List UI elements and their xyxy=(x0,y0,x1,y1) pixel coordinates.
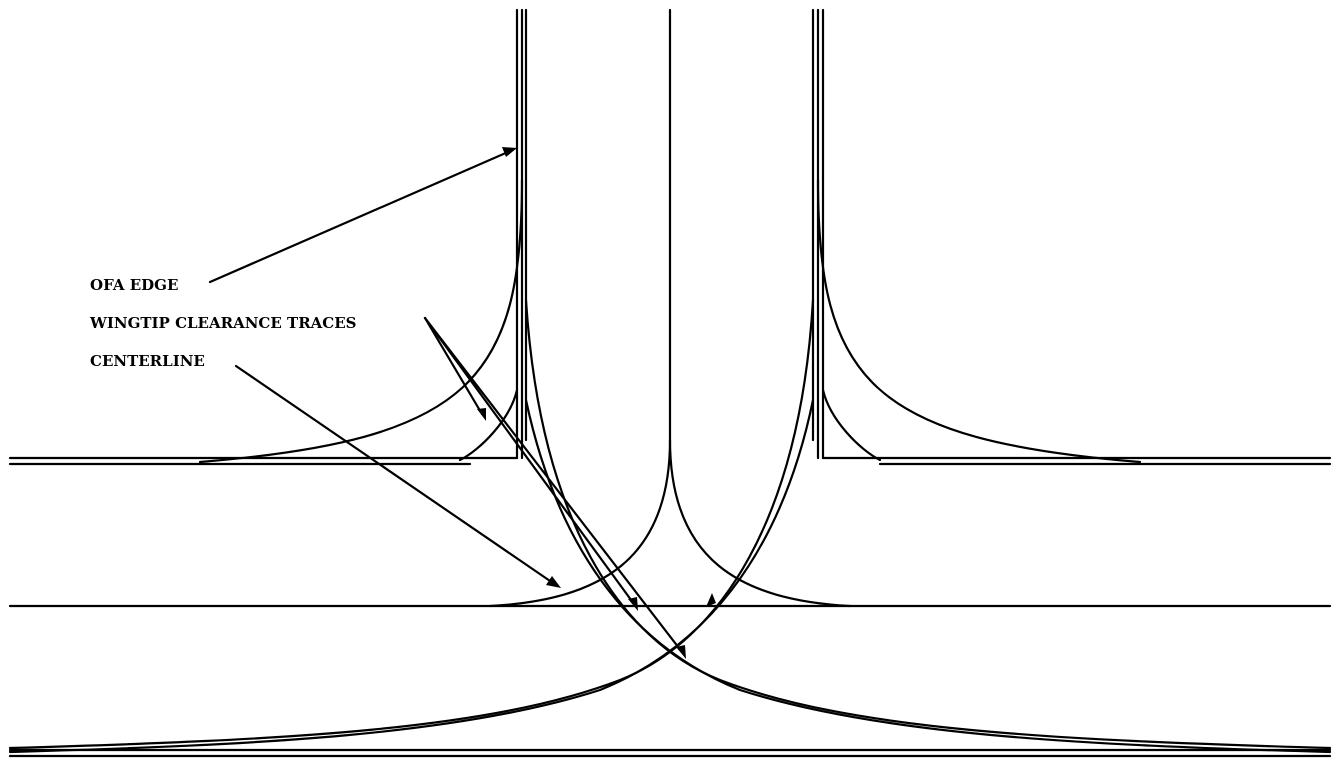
wingtip-arrowhead-1 xyxy=(477,408,486,421)
wingtip-leader-3 xyxy=(423,316,684,654)
wingtip-clearance-traces xyxy=(8,298,1332,754)
left-upper-fillet-2 xyxy=(458,388,519,462)
centerline-fillet-right xyxy=(668,438,852,608)
vertical-centerline xyxy=(488,8,852,608)
centerline-label: CENTERLINE xyxy=(90,352,205,370)
wingtip-trace-left-b xyxy=(524,398,1332,754)
diagram-labels: OFA EDGE WINGTIP CLEARANCE TRACES CENTER… xyxy=(89,276,357,370)
upper-fillet-traces xyxy=(198,178,1142,464)
right-upper-fillet-1 xyxy=(816,178,1142,464)
right-upper-fillet-2 xyxy=(821,388,882,462)
vertical-ofa-edges xyxy=(515,8,825,460)
lower-horizontal-edges xyxy=(8,748,1332,758)
wingtip-clearance-traces-label: WINGTIP CLEARANCE TRACES xyxy=(89,314,357,332)
centerline-fillet-left xyxy=(488,438,672,608)
wingtip-leader-2 xyxy=(423,316,636,606)
wingtip-arrowhead-2 xyxy=(628,597,638,611)
wingtip-trace-left-a xyxy=(524,298,1332,750)
upper-horizontal-edges xyxy=(8,456,1332,466)
leader-arrows xyxy=(208,147,716,659)
ofa-edge-arrowhead xyxy=(502,147,517,157)
centerline-arrowhead xyxy=(546,576,561,588)
wingtip-leader-1 xyxy=(423,316,484,416)
left-upper-fillet-1 xyxy=(198,178,524,464)
ofa-edge-leader xyxy=(208,150,510,284)
centerline-leader xyxy=(234,364,555,585)
wingtip-arrowhead-3 xyxy=(676,645,686,659)
wingtip-trace-right-a xyxy=(8,298,815,750)
ofa-edge-label: OFA EDGE xyxy=(90,276,178,294)
wingtip-trace-right-b xyxy=(8,398,815,754)
intersection-arrowhead xyxy=(706,593,716,607)
